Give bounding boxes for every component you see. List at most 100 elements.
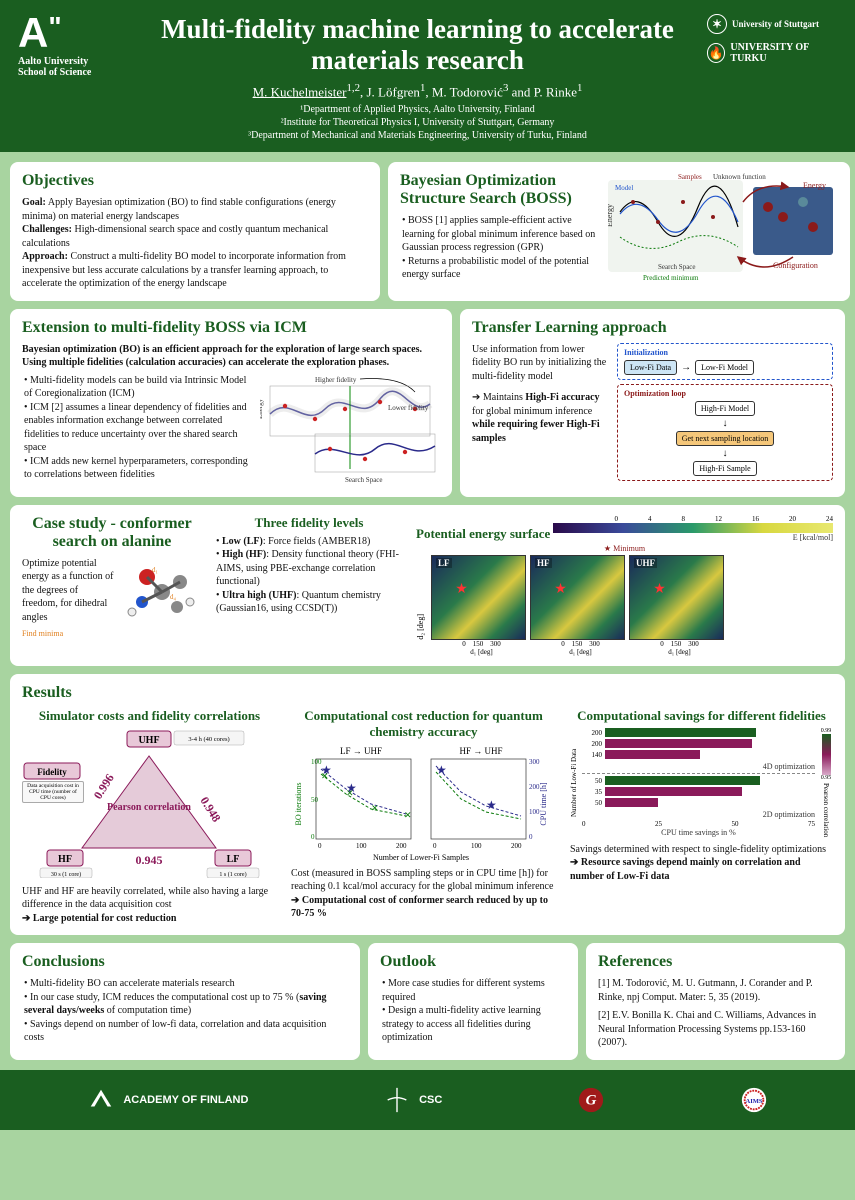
svg-text:30 s (1 core): 30 s (1 core) (51, 871, 81, 878)
svg-text:0: 0 (311, 833, 315, 841)
energy-arrow-label: Energy (803, 181, 826, 190)
boss-bullet-1: BOSS [1] applies sample-efficient active… (402, 214, 600, 255)
svg-text:100: 100 (311, 758, 322, 766)
poster-title: Multi-fidelity machine learning to accel… (142, 14, 693, 76)
svg-text:Search Space: Search Space (345, 476, 383, 484)
init-title: Initialization (624, 348, 826, 357)
svg-text:HF: HF (58, 854, 72, 865)
svg-text:★: ★ (321, 763, 332, 777)
row-1: Objectives Goal: Apply Bayesian optimiza… (10, 162, 845, 301)
svg-text:0.996: 0.996 (91, 771, 117, 801)
footer: ACADEMY OF FINLAND CSC G AIMS (0, 1070, 855, 1130)
pes-surfaces: Potential energy surface 04812162024 E [… (416, 515, 833, 656)
svg-text:★: ★ (436, 763, 447, 777)
svg-text:UHF: UHF (138, 735, 159, 746)
pes-panel-hf: HF★ (530, 555, 625, 640)
poster-root: A" Aalto University School of Science Mu… (0, 0, 855, 1130)
results-col3: Computational savings for different fide… (570, 708, 833, 926)
aalto-subtitle: Aalto University School of Science (18, 56, 128, 78)
highfi-model-node: High-Fi Model (695, 401, 755, 416)
svg-text:0: 0 (433, 842, 437, 850)
row-2: Extension to multi-fidelity BOSS via ICM… (10, 309, 845, 497)
svg-text:Number of Lower-Fi Samples: Number of Lower-Fi Samples (373, 853, 469, 862)
svg-text:3-4 h (40 cores): 3-4 h (40 cores) (188, 736, 229, 743)
samples-label: Samples (678, 173, 702, 181)
stuttgart-icon: ✶ (707, 14, 727, 34)
lowfi-data-node: Low-Fi Data (624, 360, 677, 375)
icm-title: Extension to multi-fidelity BOSS via ICM (22, 319, 440, 337)
get-next-node: Get next sampling location (676, 431, 774, 446)
savings-bar (605, 787, 742, 796)
model-label: Model (615, 184, 633, 192)
svg-text:LF → UHF: LF → UHF (340, 746, 382, 756)
casestudy-title: Case study - conformer search on alanine (22, 515, 202, 551)
pes-panel-uhf: UHF★ (629, 555, 724, 640)
references-box: References [1] M. Todorović, M. U. Gutma… (586, 943, 845, 1060)
svg-text:1 s (1 core): 1 s (1 core) (219, 871, 246, 878)
svg-text:100: 100 (471, 842, 482, 850)
colorbar-ticks: 04812162024 (553, 515, 833, 523)
objectives-box: Objectives Goal: Apply Bayesian optimiza… (10, 162, 380, 301)
svg-text:100: 100 (356, 842, 367, 850)
aims-logo: AIMS (740, 1086, 768, 1114)
icm-box: Extension to multi-fidelity BOSS via ICM… (10, 309, 452, 497)
savings-bar (605, 728, 756, 737)
g-logo: G (577, 1086, 605, 1114)
svg-text:★: ★ (486, 798, 497, 812)
find-minima-label: Find minima (22, 629, 202, 638)
affiliation-2: ²Institute for Theoretical Physics I, Un… (142, 116, 693, 129)
svg-text:BO iterations: BO iterations (294, 782, 303, 825)
svg-text:AIMS: AIMS (745, 1098, 762, 1105)
csc-logo: CSC (383, 1086, 442, 1114)
boss-box: Bayesian Optimization Structure Search (… (388, 162, 850, 301)
affiliation-1: ¹Department of Applied Physics, Aalto Un… (142, 103, 693, 116)
objectives-title: Objectives (22, 172, 368, 190)
svg-text:★: ★ (346, 781, 357, 795)
svg-text:d₄: d₄ (170, 593, 177, 601)
svg-text:Pearson correlation: Pearson correlation (107, 802, 191, 813)
svg-text:Fidelity: Fidelity (37, 767, 67, 777)
boss-title: Bayesian Optimization Structure Search (… (400, 172, 600, 208)
svg-text:0.948: 0.948 (197, 794, 223, 824)
svg-text:✕: ✕ (371, 803, 379, 813)
affiliation-3: ³Department of Mechanical and Materials … (142, 129, 693, 142)
svg-text:50: 50 (311, 796, 319, 804)
pes-panel-row: LF★HF★UHF★ (431, 555, 724, 640)
alanine-molecule-icon: d₁ d₄ (122, 557, 202, 627)
svg-text:LF: LF (227, 854, 240, 865)
icm-b3: ICM adds new kernel hyperparameters, cor… (24, 455, 252, 482)
bars-2d: 503550 (582, 776, 815, 809)
turku-logo: 🔥 UNIVERSITY OF TURKU (707, 42, 837, 64)
transfer-title: Transfer Learning approach (472, 319, 833, 337)
stuttgart-logo: ✶ University of Stuttgart (707, 14, 837, 34)
outlook-box: Outlook More case studies for different … (368, 943, 578, 1060)
logo-aalto: A" Aalto University School of Science (18, 14, 128, 78)
pearson-colorbar (822, 734, 831, 775)
fidelities-title: Three fidelity levels (214, 515, 404, 531)
savings-bar (605, 739, 752, 748)
results-col2: Computational cost reduction for quantum… (291, 708, 556, 926)
transfer-flowchart: Initialization Low-Fi Data → Low-Fi Mode… (617, 343, 833, 481)
conclusions-box: Conclusions Multi-fidelity BO can accele… (10, 943, 360, 1060)
transfer-p1: Use information from lower fidelity BO r… (472, 343, 607, 384)
svg-text:d₁: d₁ (152, 566, 158, 574)
icm-diagram: Higher fidelity Lower fidelity (260, 374, 440, 487)
svg-text:200: 200 (529, 783, 540, 791)
savings-bar (605, 798, 658, 807)
configuration-label: Configuration (773, 261, 818, 270)
casestudy-p1: Optimize potential energy as a function … (22, 557, 116, 625)
savings-bar (605, 750, 700, 759)
boss-diagram: Samples Unknown function Model Energy Se… (608, 172, 838, 285)
casestudy-box: Case study - conformer search on alanine… (10, 505, 845, 666)
bars-4d: 200200140 (582, 728, 815, 761)
icm-intro: Bayesian optimization (BO) is an efficie… (22, 343, 440, 370)
svg-text:0.945: 0.945 (136, 853, 163, 867)
savings-bar (605, 776, 760, 785)
svg-text:G: G (586, 1093, 597, 1109)
logos-right: ✶ University of Stuttgart 🔥 UNIVERSITY O… (707, 14, 837, 72)
svg-text:300: 300 (529, 758, 540, 766)
aalto-a-icon: A" (18, 14, 128, 52)
predicted-min-label: Predicted minimum (643, 274, 699, 282)
correlation-triangle: Pearson correlation UHF 3-4 h (40 cores)… (22, 728, 277, 878)
pes-panel-lf: LF★ (431, 555, 526, 640)
